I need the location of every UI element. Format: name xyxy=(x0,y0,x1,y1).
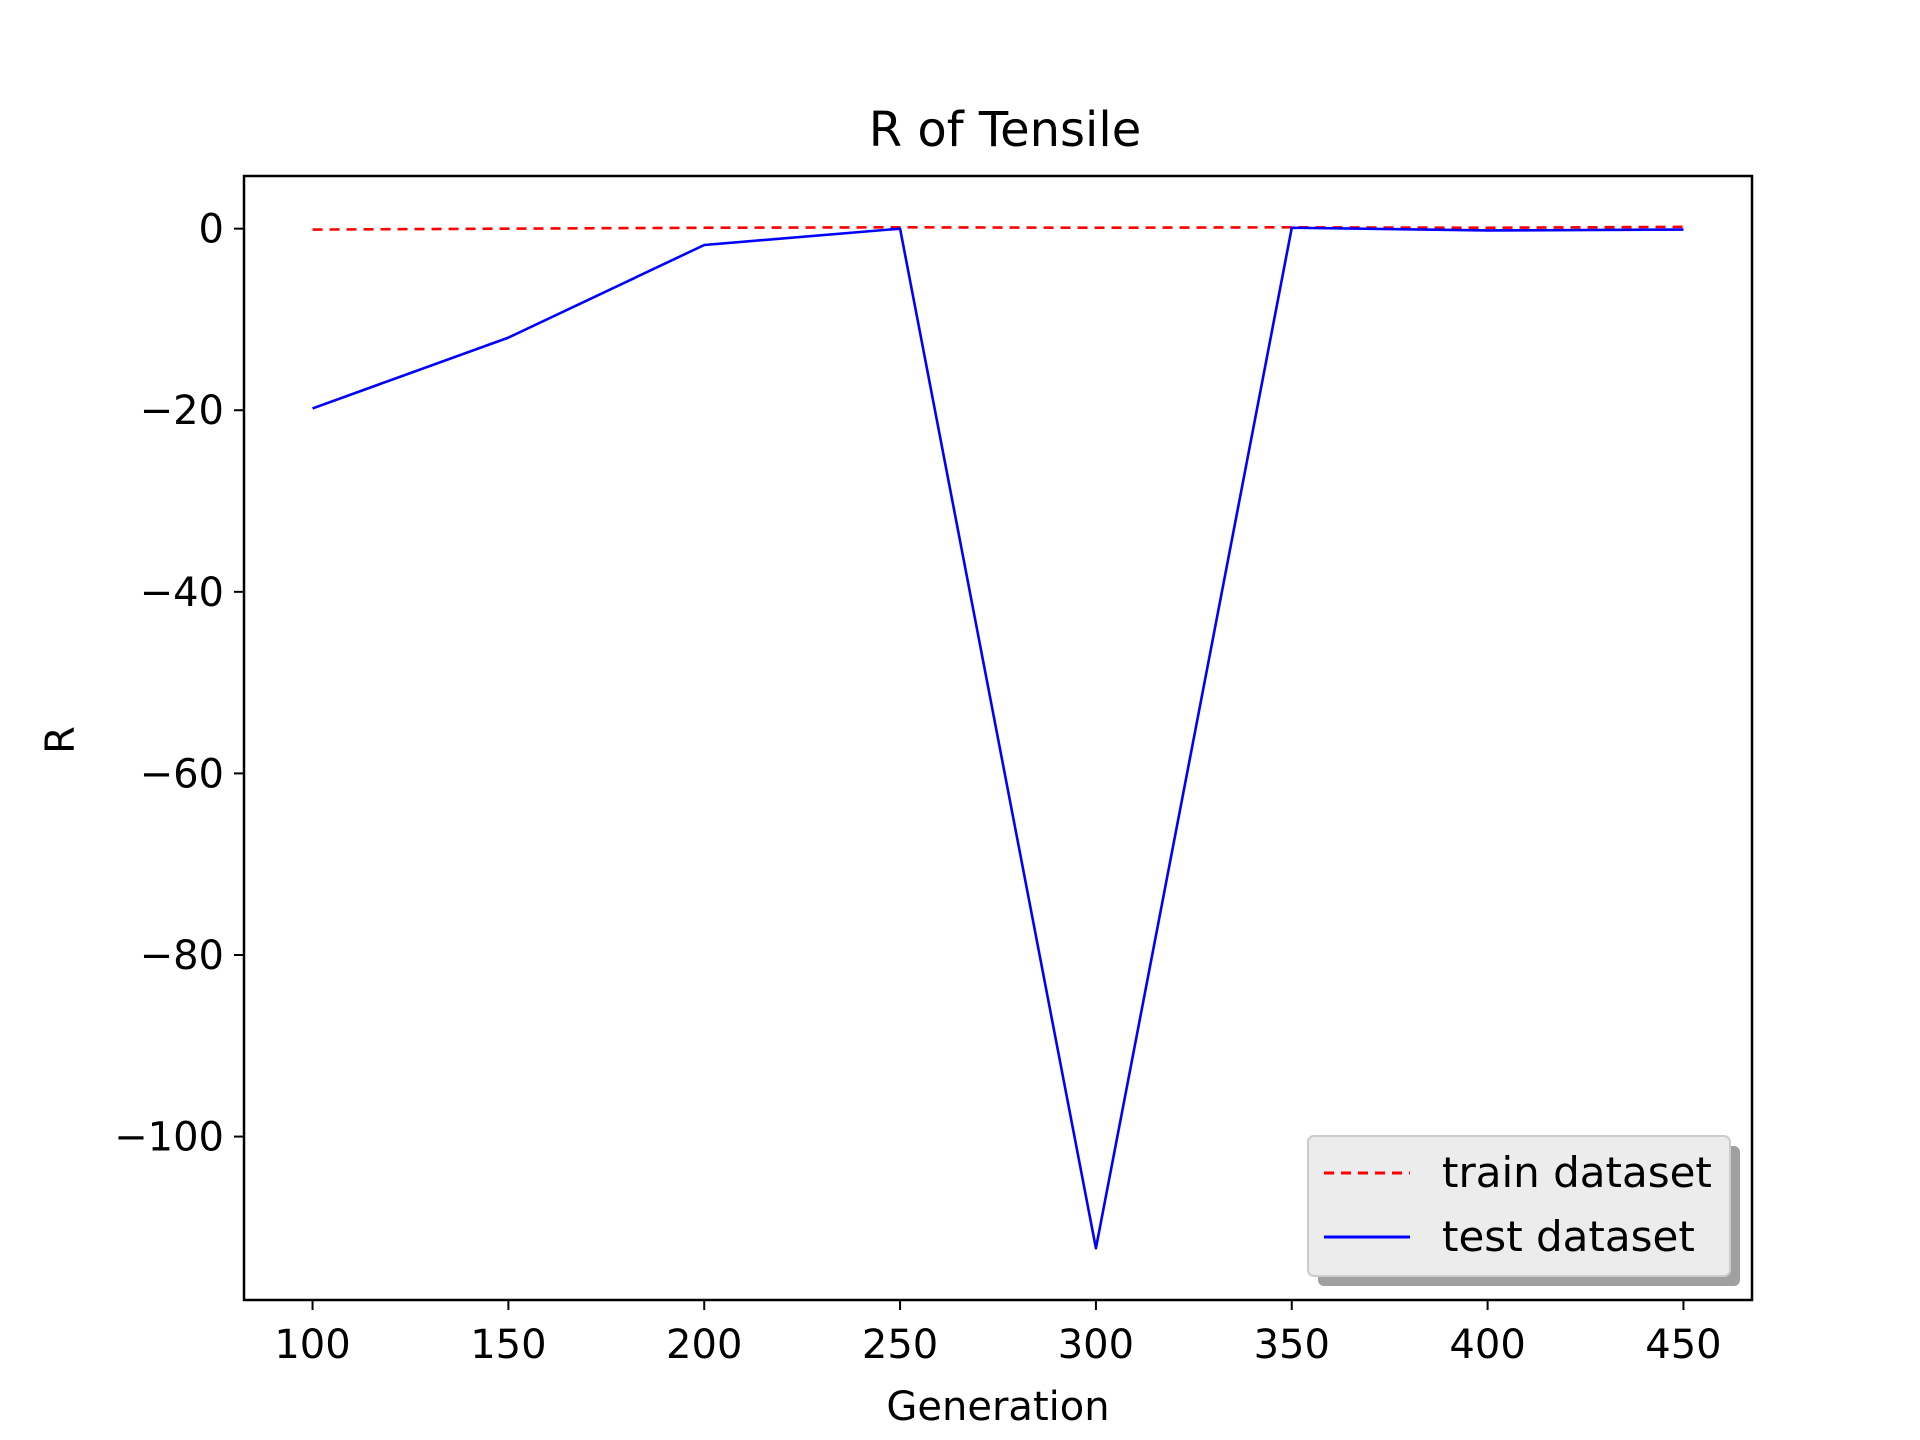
x-tick-label: 450 xyxy=(1645,1322,1721,1368)
chart-title: R of Tensile xyxy=(869,102,1141,158)
y-tick-label: −20 xyxy=(140,388,224,434)
y-tick-label: −40 xyxy=(140,570,224,616)
legend-label-test: test dataset xyxy=(1442,1212,1695,1261)
x-tick-label: 100 xyxy=(274,1322,350,1368)
legend: train dataset test dataset xyxy=(1307,1135,1740,1286)
series-layer xyxy=(312,225,1684,1250)
y-tick-label: −60 xyxy=(140,751,224,797)
x-axis-label: Generation xyxy=(886,1384,1109,1430)
legend-box xyxy=(1307,1135,1731,1277)
series-line-train xyxy=(312,225,1684,231)
x-tick-label: 250 xyxy=(862,1322,938,1368)
y-axis-label: R xyxy=(38,726,84,754)
x-tick-label: 400 xyxy=(1449,1322,1525,1368)
plot-area xyxy=(242,174,1754,1302)
y-tick-label: −80 xyxy=(140,933,224,979)
y-tick-label: 0 xyxy=(199,207,224,253)
plot-frame xyxy=(242,174,1754,1302)
y-axis-ticks: 0 −20 −40 −60 −80 −100 xyxy=(114,207,244,1161)
x-tick-label: 200 xyxy=(666,1322,742,1368)
x-tick-label: 350 xyxy=(1254,1322,1330,1368)
legend-label-train: train dataset xyxy=(1442,1148,1712,1197)
series-line-test xyxy=(312,226,1684,1250)
y-tick-label: −100 xyxy=(114,1115,224,1161)
x-tick-label: 150 xyxy=(470,1322,546,1368)
x-tick-label: 300 xyxy=(1058,1322,1134,1368)
x-axis-ticks: 100 150 200 250 300 350 400 450 xyxy=(274,1300,1722,1368)
